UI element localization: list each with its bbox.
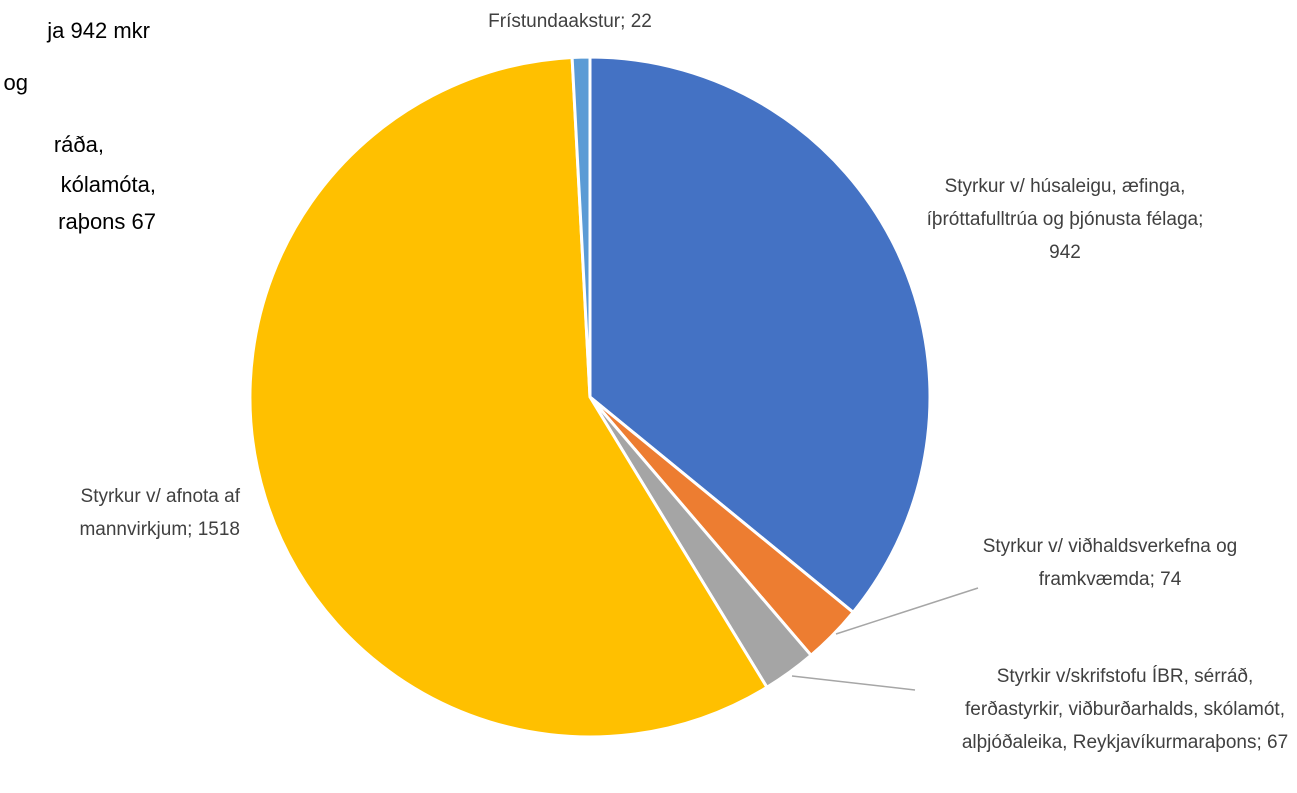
data-label: Styrkur v/ afnota af mannvirkjum; 1518: [0, 480, 240, 546]
label-value: 22: [630, 11, 652, 32]
side-text: og: [4, 70, 28, 95]
data-label: Frístundaakstur; 22: [400, 5, 740, 38]
label-name: Styrkur v/ húsaleigu, æfinga, íþróttaful…: [926, 176, 1204, 230]
side-text: ja 942 mkr: [46, 18, 150, 43]
label-value: 74: [1160, 569, 1182, 590]
side-text: kólamóta,: [61, 172, 156, 197]
pie-slice: [248, 55, 770, 739]
label-name: Styrkur v/ viðhaldsverkefna og framkvæmd…: [982, 536, 1238, 590]
label-name: Styrkir v/skrifstofu ÍBR, sérráð, ferðas…: [961, 666, 1285, 753]
label-name: Frístundaakstur;: [488, 11, 626, 32]
label-value: 67: [1267, 732, 1289, 753]
data-label: Styrkur v/ húsaleigu, æfinga, íþróttaful…: [925, 170, 1205, 269]
side-text: ráða,: [54, 132, 104, 157]
pie-slice: [570, 55, 592, 398]
leader-line: [835, 587, 979, 635]
side-text: raþons 67: [58, 209, 156, 234]
data-label: Styrkur v/ viðhaldsverkefna og framkvæmd…: [975, 530, 1245, 596]
leader-line: [791, 675, 916, 691]
label-name: Styrkur v/ afnota af mannvirkjum;: [79, 486, 240, 540]
pie-slice: [588, 55, 932, 615]
label-value: 942: [1049, 242, 1081, 263]
data-label: Styrkir v/skrifstofu ÍBR, sérráð, ferðas…: [955, 660, 1295, 759]
label-value: 1518: [197, 519, 240, 540]
